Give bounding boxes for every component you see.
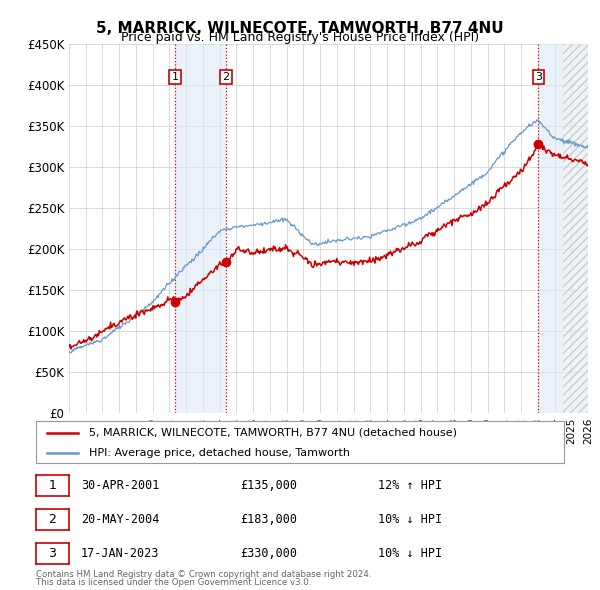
Text: 1: 1 <box>49 479 56 493</box>
Text: 20-MAY-2004: 20-MAY-2004 <box>81 513 160 526</box>
Text: 2: 2 <box>223 72 230 82</box>
Bar <box>175 44 226 413</box>
Text: Price paid vs. HM Land Registry's House Price Index (HPI): Price paid vs. HM Land Registry's House … <box>121 31 479 44</box>
Text: 1: 1 <box>172 72 178 82</box>
Text: 30-APR-2001: 30-APR-2001 <box>81 479 160 493</box>
Text: 2: 2 <box>49 513 56 526</box>
Text: 10% ↓ HPI: 10% ↓ HPI <box>378 546 442 560</box>
Text: HPI: Average price, detached house, Tamworth: HPI: Average price, detached house, Tamw… <box>89 448 350 457</box>
Bar <box>563 44 588 413</box>
Text: This data is licensed under the Open Government Licence v3.0.: This data is licensed under the Open Gov… <box>36 578 311 587</box>
Text: £330,000: £330,000 <box>240 546 297 560</box>
Bar <box>538 44 563 413</box>
Text: £135,000: £135,000 <box>240 479 297 493</box>
Text: 5, MARRICK, WILNECOTE, TAMWORTH, B77 4NU (detached house): 5, MARRICK, WILNECOTE, TAMWORTH, B77 4NU… <box>89 428 457 438</box>
Text: 12% ↑ HPI: 12% ↑ HPI <box>378 479 442 493</box>
Text: Contains HM Land Registry data © Crown copyright and database right 2024.: Contains HM Land Registry data © Crown c… <box>36 570 371 579</box>
Text: 3: 3 <box>535 72 542 82</box>
Text: 10% ↓ HPI: 10% ↓ HPI <box>378 513 442 526</box>
Text: 17-JAN-2023: 17-JAN-2023 <box>81 546 160 560</box>
Text: 5, MARRICK, WILNECOTE, TAMWORTH, B77 4NU: 5, MARRICK, WILNECOTE, TAMWORTH, B77 4NU <box>96 21 504 35</box>
Text: 3: 3 <box>49 546 56 560</box>
Text: £183,000: £183,000 <box>240 513 297 526</box>
